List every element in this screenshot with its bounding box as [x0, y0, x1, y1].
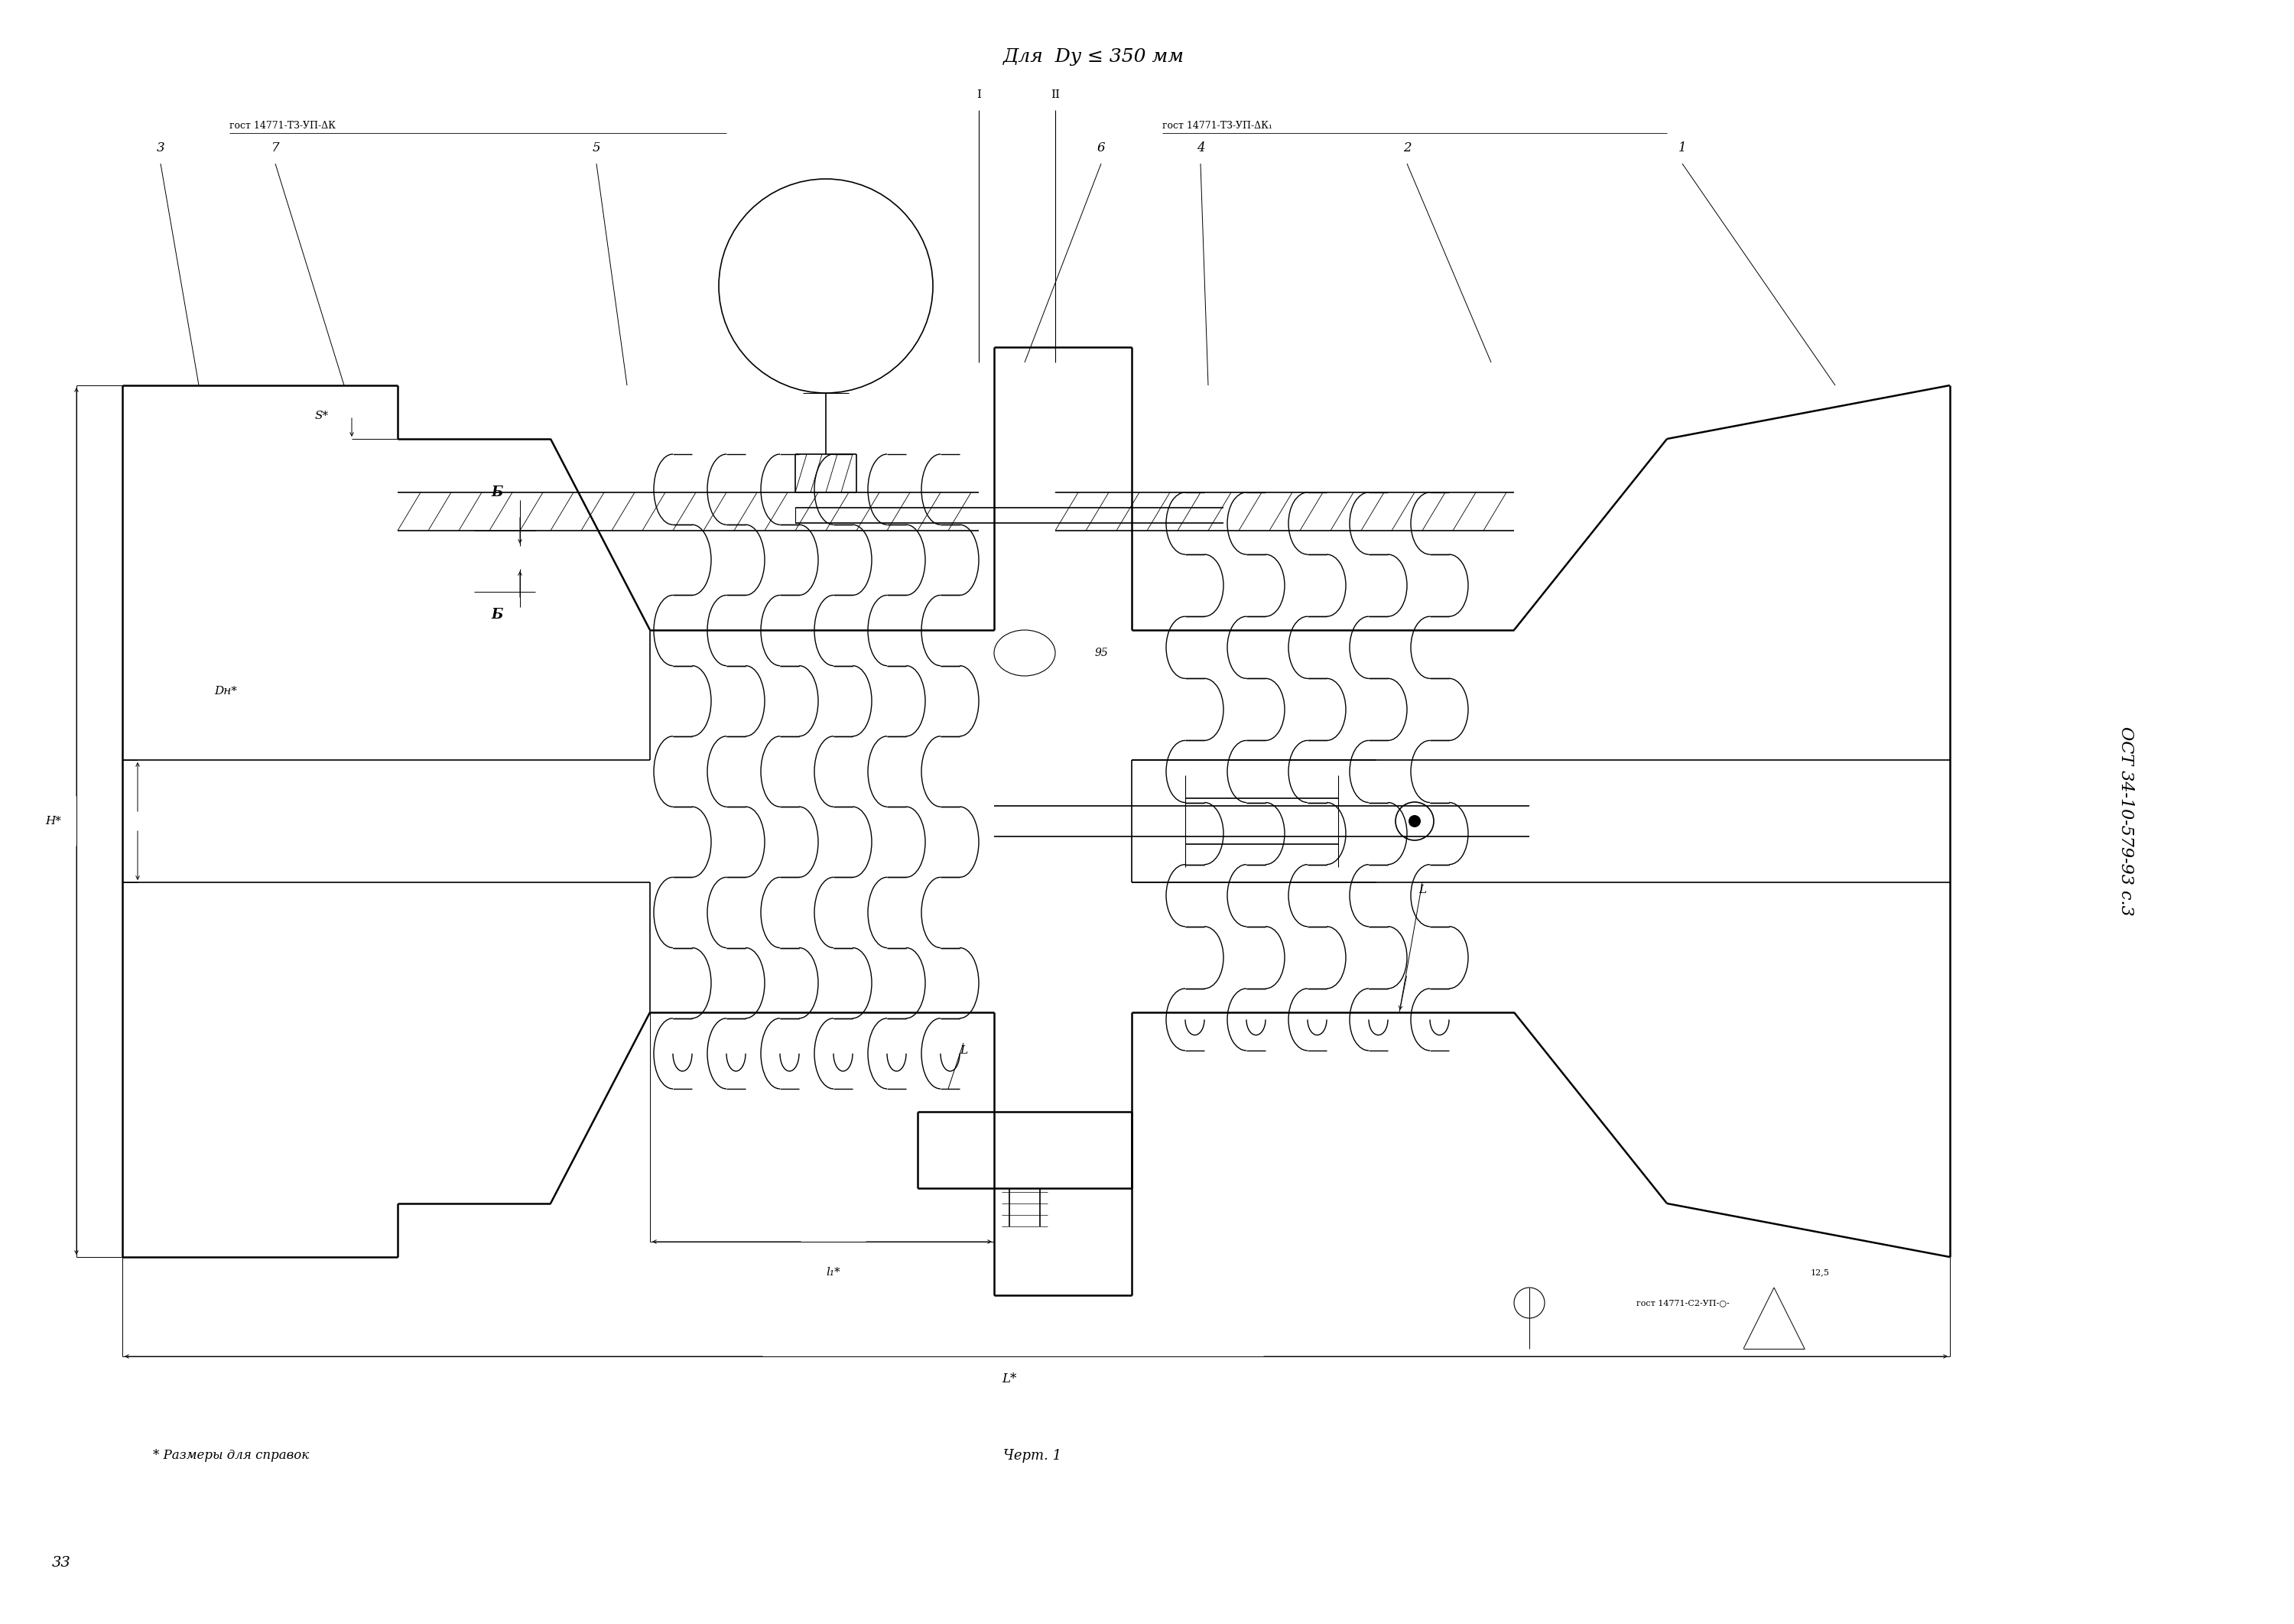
Text: Dн*: Dн*: [213, 685, 236, 697]
Text: 6: 6: [1097, 141, 1106, 154]
Text: Б: Б: [491, 486, 502, 499]
Text: гост 14771-С2-УП-○-: гост 14771-С2-УП-○-: [1636, 1299, 1730, 1307]
Text: I: I: [977, 89, 982, 101]
Text: ОСТ 34-10-579-93 с.3: ОСТ 34-10-579-93 с.3: [2117, 726, 2133, 916]
Text: 33: 33: [53, 1556, 71, 1570]
Text: 4: 4: [1197, 141, 1204, 154]
Text: L: L: [1418, 885, 1427, 895]
Text: 2: 2: [1404, 141, 1411, 154]
Text: 95: 95: [1094, 648, 1108, 658]
Text: L: L: [959, 1046, 968, 1056]
Text: H*: H*: [46, 815, 62, 827]
Circle shape: [1409, 815, 1420, 827]
Text: гост 14771-ТЗ-УП-ΔК: гост 14771-ТЗ-УП-ΔК: [229, 120, 335, 130]
Text: гост 14771-ТЗ-УП-ΔК₁: гост 14771-ТЗ-УП-ΔК₁: [1163, 120, 1273, 130]
Text: L*: L*: [1002, 1372, 1016, 1385]
Text: 7: 7: [271, 141, 280, 154]
Text: Б: Б: [491, 607, 502, 622]
Text: 1: 1: [1679, 141, 1686, 154]
Text: 12,5: 12,5: [1810, 1268, 1828, 1276]
Text: II: II: [1051, 89, 1060, 101]
Text: S*: S*: [314, 411, 328, 421]
Text: l₁*: l₁*: [826, 1267, 840, 1278]
Text: Черт. 1: Черт. 1: [1002, 1449, 1062, 1463]
Text: * Размеры для справок: * Размеры для справок: [154, 1449, 310, 1462]
Text: 5: 5: [592, 141, 601, 154]
Text: Для  Dy ≤ 350 мм: Для Dy ≤ 350 мм: [1002, 47, 1184, 65]
Text: 3: 3: [156, 141, 165, 154]
